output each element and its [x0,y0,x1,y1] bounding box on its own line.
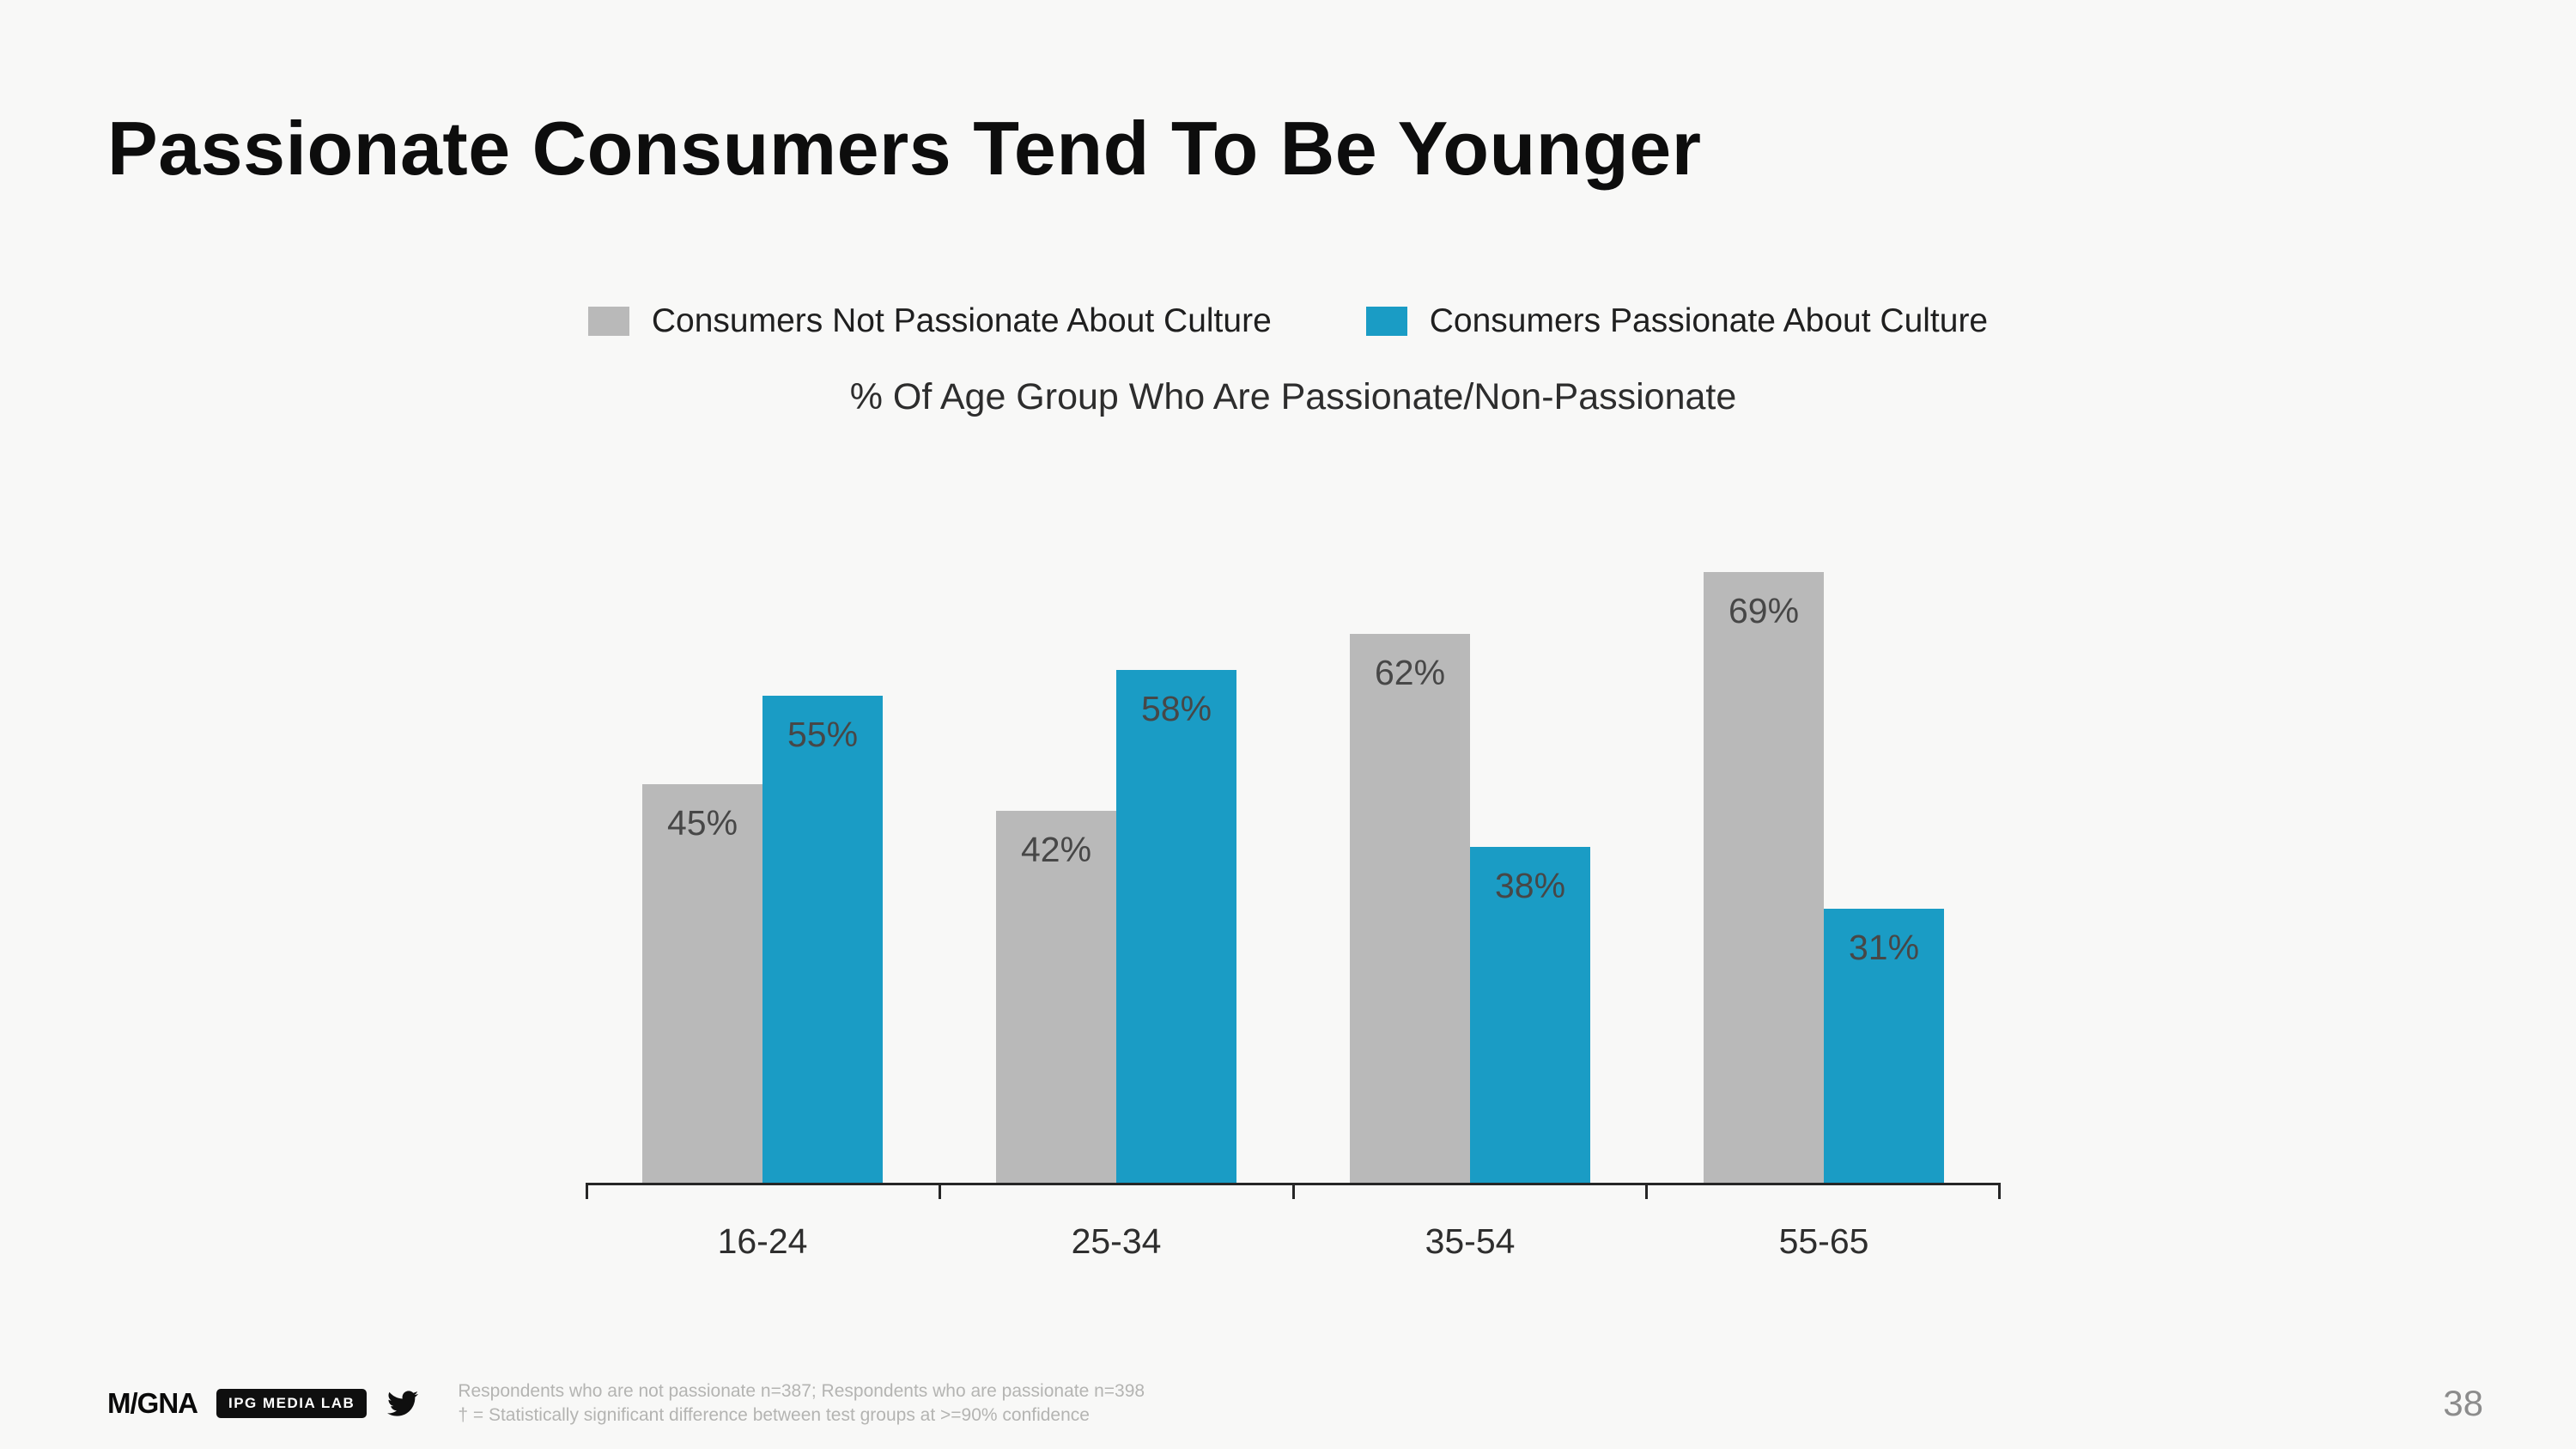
bar-value-label: 38% [1494,866,1566,905]
bar: 42% [996,811,1116,1183]
bar: 55% [762,696,883,1183]
x-axis-ticks [586,1185,2001,1199]
magna-logo: M/GNA [107,1386,198,1419]
category-label: 25-34 [1071,1221,1162,1261]
slide-title: Passionate Consumers Tend To Be Younger [107,106,1702,191]
legend-item: Consumers Not Passionate About Culture [587,302,1272,340]
bar: 69% [1704,572,1824,1183]
axis-tick-cell [1644,1185,2001,1199]
chart-plot-area: 45% 55% 42% 58% 62% 38% 69% 31% [586,508,2001,1185]
legend-swatch [587,307,629,336]
bar: 45% [642,784,762,1183]
bar-value-label: 45% [666,803,738,843]
footnote-line-1: Respondents who are not passionate n=387… [458,1381,1145,1402]
bar-value-label: 62% [1374,653,1446,692]
bar-value-label: 58% [1140,689,1212,728]
bar-group: 42% 58% [939,670,1293,1183]
footer-left: M/GNA IPG MEDIA LAB Respondents who are … [107,1379,1145,1427]
category-label: 16-24 [717,1221,808,1261]
bar-chart: 45% 55% 42% 58% 62% 38% 69% 31% 16-24 25-34 35-54… [586,508,2001,1262]
bar: 38% [1470,847,1590,1183]
category-label: 55-65 [1778,1221,1869,1261]
footnotes: Respondents who are not passionate n=387… [458,1379,1145,1427]
bar-value-label: 42% [1020,830,1092,869]
bar-group: 45% 55% [586,696,939,1183]
ipg-media-lab-badge: IPG MEDIA LAB [216,1388,368,1418]
bar-value-label: 55% [787,715,859,754]
chart-title: % Of Age Group Who Are Passionate/Non-Pa… [849,376,1737,417]
page-number: 38 [2443,1382,2483,1423]
axis-tick-cell [586,1185,939,1199]
chart-legend: Consumers Not Passionate About Culture Co… [0,302,2576,340]
bar: 58% [1116,670,1236,1183]
category-label: 35-54 [1425,1221,1516,1261]
x-axis-labels: 16-24 25-34 35-54 55-65 [586,1221,2001,1262]
axis-tick-cell [1291,1185,1645,1199]
axis-tick-cell [939,1185,1291,1199]
twitter-icon [387,1388,419,1419]
bar: 62% [1350,634,1470,1183]
legend-swatch [1365,307,1407,336]
bar-value-label: 69% [1728,591,1800,630]
legend-item: Consumers Passionate About Culture [1365,302,1989,340]
bar-group: 62% 38% [1293,634,1647,1183]
bar: 31% [1824,909,1944,1183]
legend-label: Consumers Not Passionate About Culture [651,302,1272,339]
legend-label: Consumers Passionate About Culture [1429,302,1989,339]
bar-value-label: 31% [1848,928,1920,967]
footnote-line-2: † = Statistically significant difference… [458,1404,1090,1425]
slide-footer: M/GNA IPG MEDIA LAB Respondents who are … [107,1379,2483,1427]
bar-group: 69% 31% [1647,572,2001,1183]
